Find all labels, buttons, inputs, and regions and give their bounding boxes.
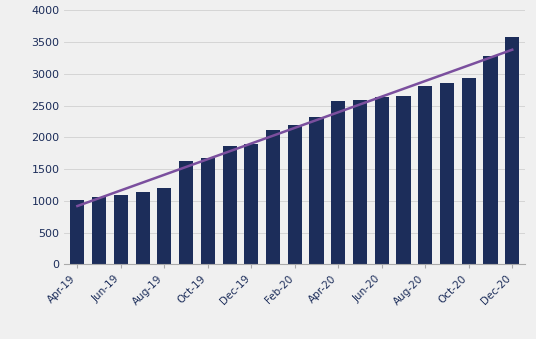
Bar — [288, 125, 302, 264]
Bar — [114, 195, 128, 264]
Bar — [309, 117, 324, 264]
Bar — [136, 192, 150, 264]
Bar — [440, 83, 454, 264]
Bar — [483, 56, 497, 264]
Bar — [461, 78, 476, 264]
Bar — [353, 100, 367, 264]
Bar — [505, 37, 519, 264]
Bar — [201, 158, 215, 264]
Bar — [266, 130, 280, 264]
Bar — [157, 188, 172, 264]
Bar — [375, 97, 389, 264]
Bar — [179, 161, 193, 264]
Bar — [397, 96, 411, 264]
Bar — [222, 145, 236, 264]
Bar — [331, 101, 345, 264]
Bar — [70, 200, 85, 264]
Bar — [92, 197, 106, 264]
Bar — [244, 144, 258, 264]
Bar — [418, 86, 433, 264]
